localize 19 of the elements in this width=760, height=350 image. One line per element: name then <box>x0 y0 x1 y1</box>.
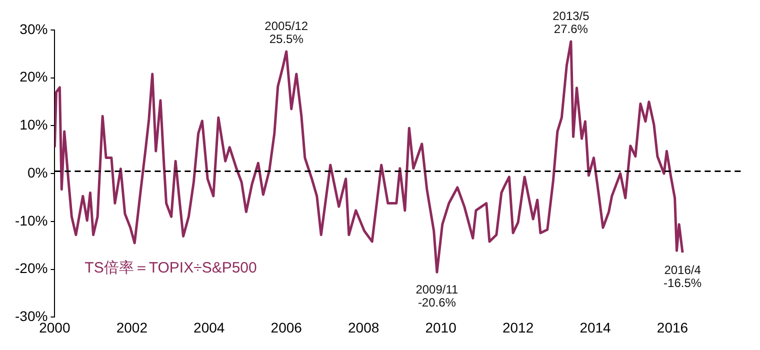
series-label: TS倍率＝TOPIX÷S&P500 <box>84 260 257 277</box>
annotation: 2013/5 27.6% <box>552 8 590 36</box>
y-tick-label: -20% <box>14 260 48 276</box>
y-tick-label: 20% <box>20 68 48 85</box>
annotation: 2005/12 25.5% <box>264 18 308 46</box>
y-tick-label: 0% <box>27 164 48 180</box>
x-tick-label: 2014 <box>580 319 612 336</box>
x-tick-label: 2006 <box>270 319 302 336</box>
y-tick-label: 10% <box>20 116 48 133</box>
x-tick-label: 2010 <box>425 319 457 336</box>
annotation: 2016/4 -16.5% <box>664 262 702 290</box>
y-tick-label: 30% <box>20 20 48 37</box>
x-tick-label: 2002 <box>116 319 148 336</box>
x-tick-label: 2016 <box>656 319 688 336</box>
x-tick-label: 2004 <box>194 319 225 336</box>
x-tick-label: 2008 <box>348 319 380 336</box>
annotation: 2009/11 -20.6% <box>416 282 459 310</box>
x-tick-label: 2012 <box>502 319 534 336</box>
y-tick-label: -10% <box>14 212 48 228</box>
